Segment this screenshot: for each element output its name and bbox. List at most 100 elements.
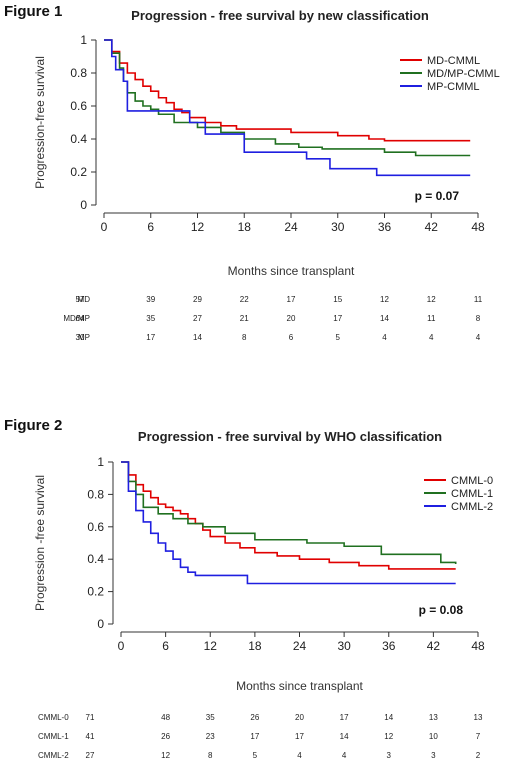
x-tick-label: 24: [284, 220, 298, 234]
y-tick-label: 0.8: [70, 66, 87, 80]
x-tick-label: 30: [331, 220, 345, 234]
y-tick-label: 0.4: [70, 132, 87, 146]
x-tick-label: 12: [204, 639, 218, 653]
risk-value: 17: [287, 295, 296, 304]
risk-value: 11: [427, 314, 436, 323]
legend-label: CMML-1: [451, 488, 493, 500]
risk-value: 12: [384, 732, 393, 741]
y-axis-label: Progression-free survival: [33, 56, 47, 189]
risk-value: 4: [297, 751, 302, 760]
risk-value: 29: [193, 295, 202, 304]
risk-value: 5: [253, 751, 258, 760]
x-tick-label: 42: [427, 639, 441, 653]
risk-value: 4: [382, 333, 387, 342]
legend-label: MP-CMML: [427, 81, 480, 93]
y-tick-label: 0.6: [87, 520, 104, 534]
risk-value: 12: [161, 751, 170, 760]
risk-value: 71: [86, 713, 95, 722]
risk-value: 17: [333, 314, 342, 323]
risk-value: 4: [429, 333, 434, 342]
risk-value: 14: [384, 713, 393, 722]
risk-value: 17: [146, 333, 155, 342]
y-tick-label: 0: [97, 617, 104, 631]
risk-value: 12: [427, 295, 436, 304]
legend-label: CMML-0: [451, 475, 493, 487]
risk-row-label: CMML-0: [38, 713, 69, 722]
risk-value: 30: [76, 333, 85, 342]
survival-curve-cmml-1: [121, 461, 457, 565]
survival-curve-md-cmml: [104, 39, 471, 142]
risk-value: 17: [295, 732, 304, 741]
risk-value: 4: [476, 333, 481, 342]
y-tick-label: 0.2: [70, 165, 87, 179]
y-tick-label: 0.6: [70, 99, 87, 113]
risk-value: 11: [474, 295, 483, 304]
y-tick-label: 0: [80, 198, 87, 212]
x-axis-label: Months since transplant: [228, 264, 355, 278]
risk-value: 21: [240, 314, 249, 323]
risk-value: 14: [340, 732, 349, 741]
risk-value: 41: [86, 732, 95, 741]
x-tick-label: 0: [101, 220, 108, 234]
risk-value: 20: [287, 314, 296, 323]
risk-value: 3: [431, 751, 436, 760]
risk-value: 13: [429, 713, 438, 722]
chart-2: Figure 2 Progression - free survival by W…: [4, 417, 493, 760]
risk-value: 17: [340, 713, 349, 722]
risk-value: 8: [476, 314, 481, 323]
risk-value: 26: [250, 713, 259, 722]
risk-value: 12: [380, 295, 389, 304]
y-tick-label: 0.8: [87, 487, 104, 501]
y-tick-label: 1: [97, 455, 104, 469]
risk-value: 35: [206, 713, 215, 722]
y-tick-label: 1: [80, 33, 87, 47]
legend-label: MD/MP-CMML: [427, 68, 500, 80]
risk-value: 26: [161, 732, 170, 741]
x-tick-label: 18: [238, 220, 252, 234]
risk-value: 7: [476, 732, 481, 741]
risk-value: 22: [240, 295, 249, 304]
x-tick-label: 36: [382, 639, 396, 653]
risk-value: 35: [146, 314, 155, 323]
x-tick-label: 18: [248, 639, 262, 653]
risk-value: 6: [289, 333, 294, 342]
risk-value: 48: [161, 713, 170, 722]
risk-value: 5: [336, 333, 341, 342]
x-tick-label: 36: [378, 220, 392, 234]
risk-value: 57: [76, 295, 85, 304]
risk-value: 10: [429, 732, 438, 741]
risk-value: 17: [250, 732, 259, 741]
x-tick-label: 42: [425, 220, 439, 234]
x-tick-label: 6: [162, 639, 169, 653]
x-tick-label: 48: [471, 220, 485, 234]
figure-label: Figure 2: [4, 417, 62, 434]
chart-title: Progression - free survival by WHO class…: [138, 429, 442, 444]
x-axis-label: Months since transplant: [236, 679, 363, 693]
risk-row-label: MP: [78, 333, 90, 342]
legend-label: MD-CMML: [427, 55, 480, 67]
risk-value: 4: [342, 751, 347, 760]
x-tick-label: 12: [191, 220, 205, 234]
x-tick-label: 0: [118, 639, 125, 653]
risk-value: 64: [76, 314, 85, 323]
chart-title: Progression - free survival by new class…: [131, 8, 429, 23]
survival-curve-mp-cmml: [104, 39, 471, 177]
risk-value: 20: [295, 713, 304, 722]
y-tick-label: 0.4: [87, 552, 104, 566]
risk-value: 14: [380, 314, 389, 323]
legend-label: CMML-2: [451, 501, 493, 513]
risk-row-label: MD/MP: [63, 314, 90, 323]
risk-value: 39: [146, 295, 155, 304]
x-tick-label: 48: [471, 639, 485, 653]
risk-value: 8: [208, 751, 213, 760]
risk-value: 13: [474, 713, 483, 722]
risk-value: 27: [193, 314, 202, 323]
risk-value: 15: [333, 295, 342, 304]
survival-curve-cmml-0: [121, 461, 456, 570]
x-tick-label: 30: [337, 639, 351, 653]
risk-row-label: CMML-1: [38, 732, 69, 741]
risk-value: 8: [242, 333, 247, 342]
chart-1: Figure 1 Progression - free survival by n…: [4, 3, 500, 342]
risk-value: 27: [86, 751, 95, 760]
